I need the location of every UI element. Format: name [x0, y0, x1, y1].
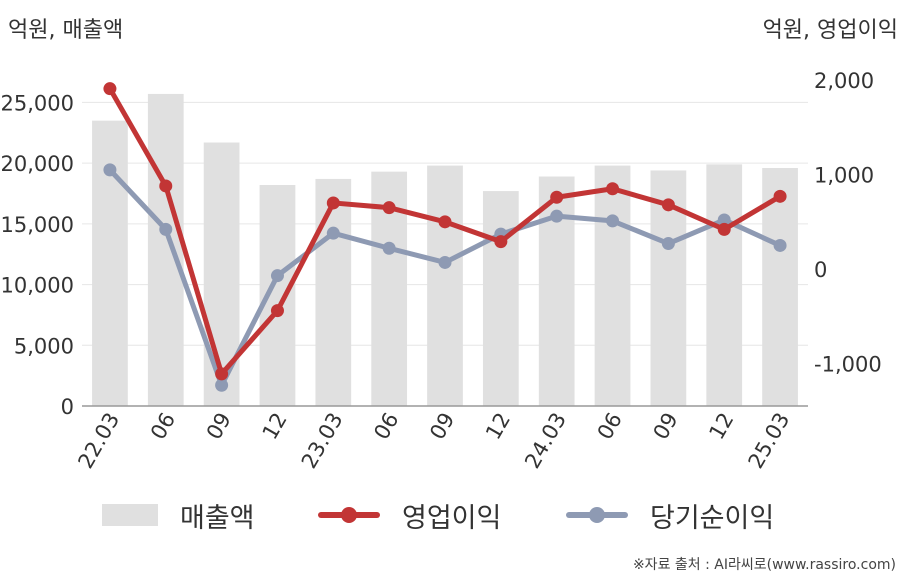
- profit-lines: [103, 82, 787, 392]
- left-tick-label: 5,000: [14, 334, 74, 358]
- legend-item-revenue: 매출액: [102, 493, 255, 537]
- operating-profit-point: [661, 198, 675, 212]
- net-income-point: [438, 255, 452, 269]
- revenue-bars: [92, 93, 798, 407]
- revenue-bar: [706, 164, 743, 406]
- operating-profit-point: [494, 235, 508, 249]
- operating-profit-point: [438, 215, 452, 229]
- operating-profit-point: [382, 201, 396, 215]
- x-tick-label: 22.03: [73, 409, 124, 473]
- net-income-point: [606, 214, 620, 228]
- left-tick-label: 10,000: [1, 274, 74, 298]
- net-income-swatch: [566, 504, 628, 526]
- x-tick-label: 06: [146, 409, 180, 444]
- revenue-bar: [482, 191, 519, 406]
- x-tick-label: 09: [425, 409, 459, 444]
- net-income-point: [661, 237, 675, 251]
- left-tick-label: 20,000: [1, 152, 74, 176]
- revenue-bar: [427, 165, 463, 406]
- source-note: ※자료 출처 : AI라씨로(www.rassiro.com): [632, 557, 896, 573]
- x-tick-label: 25.03: [744, 409, 795, 473]
- operating-profit-point: [103, 82, 117, 96]
- x-tick-label: 24.03: [520, 409, 571, 473]
- legend: 매출액 영업이익 당기순이익: [0, 493, 908, 537]
- right-tick-label: 0: [814, 258, 827, 282]
- net-income-point: [773, 238, 787, 252]
- left-tick-label: 0: [61, 395, 74, 419]
- revenue-bar: [147, 93, 184, 406]
- combo-chart: 0 5,000 10,000 15,000 20,000 25,000 -1,000 0 1,0…: [1, 69, 882, 473]
- net-income-point: [382, 241, 396, 255]
- right-tick-label: 1,000: [814, 164, 874, 188]
- legend-item-net-income: 당기순이익: [566, 493, 774, 537]
- legend-label-operating-profit: 영업이익: [402, 502, 502, 534]
- legend-label-net-income: 당기순이익: [650, 502, 775, 534]
- operating-profit-point: [606, 182, 620, 196]
- legend-item-operating-profit: 영업이익: [318, 493, 501, 537]
- left-tick-label: 15,000: [1, 213, 74, 237]
- x-tick-label: 12: [481, 409, 515, 444]
- right-tick-label: -1,000: [814, 353, 882, 377]
- x-tick-label: 12: [258, 409, 292, 444]
- net-income-point: [717, 213, 731, 227]
- revenue-bar: [315, 178, 352, 406]
- left-axis-unit: 억원, 매출액: [8, 18, 124, 43]
- operating-profit-point: [773, 189, 787, 203]
- operating-profit-swatch: [318, 504, 380, 526]
- x-tick-label: 23.03: [297, 409, 348, 473]
- x-tick-label: 12: [704, 409, 738, 444]
- operating-profit-point: [270, 304, 284, 318]
- operating-profit-point: [215, 367, 229, 381]
- operating-profit-point: [326, 196, 340, 210]
- operating-profit-point: [159, 179, 173, 193]
- operating-profit-point: [550, 190, 564, 204]
- right-axis-unit: 억원, 영업이익: [762, 18, 898, 43]
- x-tick-label: 06: [593, 409, 627, 444]
- revenue-bar: [594, 165, 631, 406]
- net-income-point: [103, 163, 117, 177]
- net-income-point: [270, 269, 284, 283]
- net-income-point: [550, 209, 564, 223]
- net-income-point: [215, 378, 229, 392]
- operating-profit-point: [717, 222, 731, 236]
- legend-label-revenue: 매출액: [180, 502, 255, 534]
- x-tick-label: 09: [649, 409, 683, 444]
- net-income-point: [159, 222, 173, 236]
- right-tick-label: 2,000: [814, 69, 874, 93]
- revenue-swatch: [102, 504, 158, 526]
- net-income-point: [326, 226, 340, 240]
- x-tick-label: 09: [202, 409, 236, 444]
- x-tick-label: 06: [369, 409, 403, 444]
- revenue-bar: [762, 168, 798, 406]
- left-tick-label: 25,000: [1, 91, 74, 115]
